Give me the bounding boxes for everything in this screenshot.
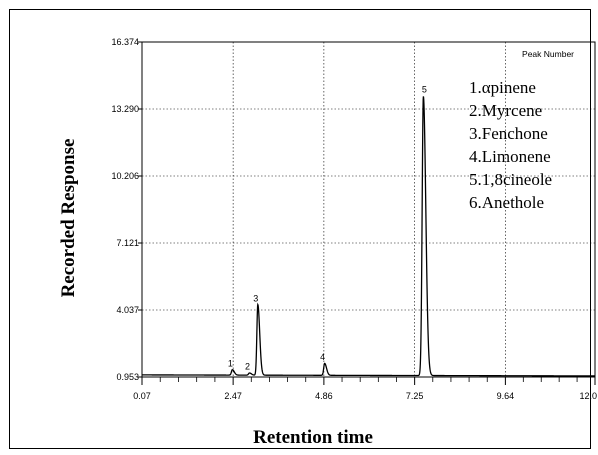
legend-entry: 5.1,8cineole — [469, 170, 552, 189]
x-tick-label: 2.47 — [224, 391, 242, 401]
peak-label: 4 — [320, 352, 325, 362]
peak-label: 2 — [245, 362, 250, 372]
peak-labels: 1 2 3 4 5 — [228, 85, 427, 372]
legend-entry: 1.αpinene — [469, 78, 536, 97]
x-tick-label: 12.0 — [579, 391, 597, 401]
legend-title: Peak Number — [522, 49, 574, 59]
legend-entry: 2.Myrcene — [469, 101, 542, 120]
x-tick-label: 0.07 — [133, 391, 151, 401]
y-tick-label: 0.953 — [116, 372, 139, 382]
y-tick-label: 10.206 — [111, 171, 139, 181]
x-tick-label: 4.86 — [315, 391, 333, 401]
x-axis-label: Retention time — [253, 427, 373, 448]
legend-entry: 3.Fenchone — [469, 124, 548, 143]
y-tick-label: 4.037 — [116, 305, 139, 315]
x-tick-label: 9.64 — [497, 391, 515, 401]
peak-label: 1 — [228, 358, 233, 368]
y-tick-label: 16.374 — [111, 37, 139, 47]
legend-entry: 6.Anethole — [469, 193, 544, 212]
figure-frame — [9, 9, 591, 449]
legend-entry: 4.Limonene — [469, 147, 551, 166]
chromatogram-trace — [142, 96, 595, 377]
legend: 1.αpinene 2.Myrcene 3.Fenchone 4.Limonene 5.… — [469, 78, 552, 212]
peak-label: 5 — [422, 85, 427, 95]
y-tick-label: 7.121 — [116, 238, 139, 248]
peak-label: 3 — [253, 293, 258, 303]
axis-ticks: 16.374 13.290 10.206 7.121 4.037 0.953 0.07 2.4… — [111, 37, 597, 401]
x-tick-label: 7.25 — [406, 391, 424, 401]
y-tick-label: 13.290 — [111, 104, 139, 114]
y-axis-label: Recorded Response — [58, 139, 79, 298]
plot-area — [141, 41, 596, 378]
